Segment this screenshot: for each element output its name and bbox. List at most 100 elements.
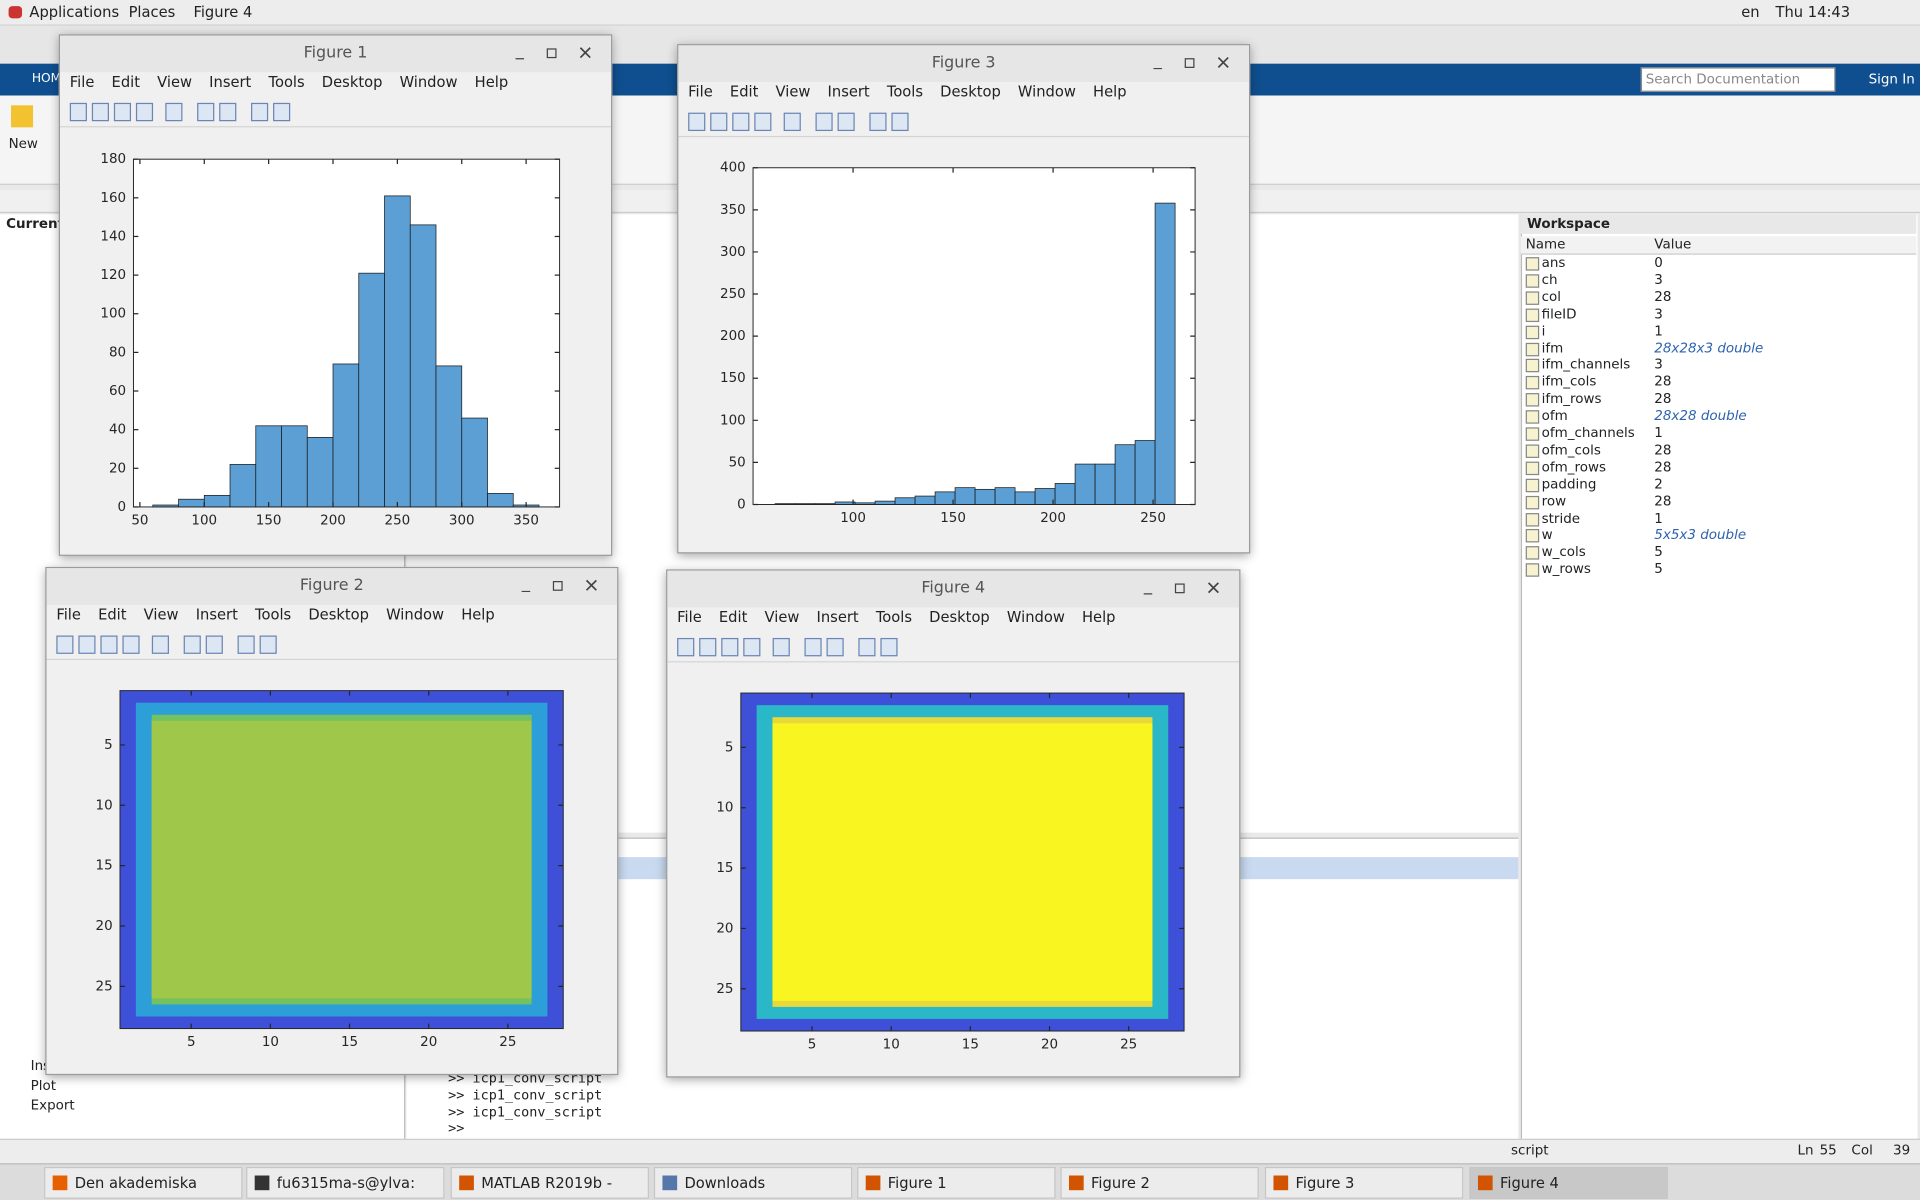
workspace-row[interactable]: ifm_rows 28 [1523,391,1915,408]
toolbar-button[interactable] [122,635,140,654]
toolbar-button[interactable] [273,102,291,122]
close-button[interactable] [585,579,597,591]
toolbar-button[interactable] [743,637,761,657]
menu-item[interactable]: Tools [255,606,292,624]
workspace-row[interactable]: stride 1 [1523,510,1915,527]
toolbar-button[interactable] [732,112,750,132]
workspace-row[interactable]: ch 3 [1523,272,1915,289]
toolbar-button[interactable] [754,112,772,132]
menu-item[interactable]: Export [30,1097,75,1114]
menu-item[interactable]: Edit [718,608,748,626]
toolbar-button[interactable] [259,635,277,654]
sign-in[interactable]: Sign In [1868,71,1915,87]
search-box[interactable]: Search Documentation [1640,67,1836,92]
ribbon-button[interactable]: New [8,135,38,152]
toolbar-button[interactable] [815,112,833,132]
toolbar-button[interactable] [183,635,201,654]
workspace-row[interactable]: ans 0 [1523,255,1915,272]
menu-item[interactable]: Desktop [308,606,369,624]
menu-item[interactable]: Help [474,73,509,91]
workspace-row[interactable]: ofm_channels 1 [1523,425,1915,442]
toolbar-button[interactable] [710,112,728,132]
toolbar-button[interactable] [869,112,887,132]
menu-item[interactable]: Desktop [940,83,1001,101]
workspace-row[interactable]: w_cols 5 [1523,544,1915,561]
column-name[interactable]: Value [1654,236,1692,253]
toolbar-button[interactable] [56,635,74,654]
menu-item[interactable]: Window [399,73,458,91]
menu-item[interactable]: Places [128,3,176,21]
toolbar-button[interactable] [804,637,822,657]
toolbar-button[interactable] [783,112,801,132]
toolbar-button[interactable] [219,102,237,122]
workspace-row[interactable]: ifm_channels 3 [1523,357,1915,374]
workspace-row[interactable]: w_rows 5 [1523,561,1915,578]
toolbar-button[interactable] [135,102,154,122]
toolbar-button[interactable] [69,102,87,122]
toolbar-button[interactable] [165,102,183,122]
menu-item[interactable]: View [775,83,811,101]
menu-item[interactable]: Ins [30,1057,51,1074]
maximize-button[interactable] [546,48,557,59]
workspace-row[interactable]: row 28 [1523,493,1915,510]
clock[interactable]: Thu 14:43 [1775,3,1851,21]
taskbar-item[interactable]: Downloads [653,1166,853,1199]
workspace-row[interactable]: ifm_cols 28 [1523,374,1915,391]
menu-item[interactable]: View [157,73,193,91]
close-button[interactable] [579,47,591,59]
toolbar-button[interactable] [151,635,169,654]
menu-item[interactable]: Help [1082,608,1116,626]
menu-item[interactable]: Window [1017,83,1076,101]
maximize-button[interactable] [1184,58,1195,68]
menu-item[interactable]: Desktop [929,608,990,626]
menu-item[interactable]: Help [461,606,495,624]
toolbar-button[interactable] [91,102,109,122]
toolbar-button[interactable] [858,637,876,657]
close-button[interactable] [1207,582,1219,594]
menu-item[interactable]: Edit [98,606,127,624]
toolbar-button[interactable] [113,102,132,122]
taskbar-item[interactable]: Figure 1 [857,1166,1056,1199]
toolbar-button[interactable] [688,112,706,132]
menu-item[interactable]: Insert [827,83,870,101]
workspace-row[interactable]: w 5x5x3 double [1523,527,1915,544]
workspace-row[interactable]: padding 2 [1523,476,1915,493]
menu-item[interactable]: Help [1093,83,1127,101]
menu-item[interactable]: Window [1006,608,1065,626]
menu-item[interactable]: Desktop [321,73,383,91]
toolbar-button[interactable] [677,637,695,657]
taskbar-item[interactable]: Figure 3 [1264,1166,1464,1199]
toolbar-button[interactable] [699,637,717,657]
menu-item[interactable]: Window [386,606,445,624]
toolbar-button[interactable] [721,637,739,657]
menu-item[interactable]: Tools [268,73,305,91]
toolbar-button[interactable] [205,635,223,654]
toolbar-button[interactable] [880,637,898,657]
menu-item[interactable]: Edit [729,83,759,101]
maximize-button[interactable] [552,581,563,591]
menu-item[interactable]: File [69,73,95,91]
workspace-row[interactable]: ofm_cols 28 [1523,442,1915,459]
toolbar-button[interactable] [826,637,844,657]
language[interactable]: en [1741,3,1760,21]
close-button[interactable] [1217,56,1229,68]
workspace-row[interactable]: fileID 3 [1523,306,1915,323]
toolbar-button[interactable] [891,112,909,132]
menu-item[interactable]: File [688,83,713,101]
command-prompt[interactable]: >> [448,1120,465,1137]
maximize-button[interactable] [1174,583,1185,594]
menu-item[interactable]: File [56,606,81,624]
toolbar-button[interactable] [237,635,255,654]
menu-item[interactable]: Figure 4 [193,3,253,21]
menu-item[interactable]: Insert [195,606,238,624]
taskbar-item[interactable]: MATLAB R2019b - acade... [450,1166,649,1199]
workspace-row[interactable]: ofm 28x28 double [1523,408,1915,425]
menu-item[interactable]: Edit [111,73,141,91]
menu-item[interactable]: View [764,608,800,626]
menu-item[interactable]: Plot [30,1077,57,1094]
toolbar-button[interactable] [251,102,269,122]
taskbar-item[interactable]: fu6315ma-s@ylva: ~/Doc... [246,1166,445,1199]
menu-item[interactable]: View [143,606,179,624]
menu-item[interactable]: Tools [875,608,913,626]
